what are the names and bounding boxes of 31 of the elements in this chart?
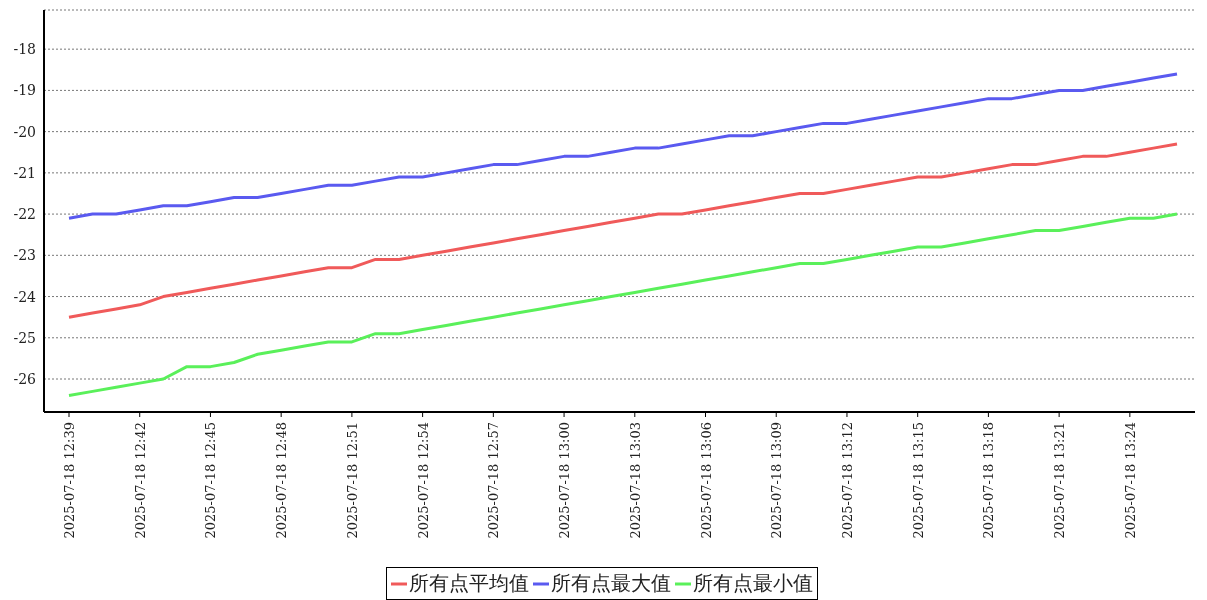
legend-label: 所有点平均值 (408, 570, 529, 597)
line-series (67, 212, 1179, 398)
x-tick-label: 2025-07-18 13:24 (1122, 422, 1138, 539)
y-tick-label: -23 (13, 247, 36, 264)
y-tick-label: -25 (13, 329, 36, 346)
x-tick-label: 2025-07-18 13:12 (839, 422, 855, 539)
x-tick-label: 2025-07-18 13:15 (910, 422, 926, 539)
legend-label: 所有点最大值 (550, 570, 671, 597)
y-tick-label: -22 (13, 206, 36, 223)
x-tick-label: 2025-07-18 12:45 (203, 422, 219, 539)
x-tick-label: 2025-07-18 13:06 (698, 422, 714, 539)
x-tick-label: 2025-07-18 13:03 (627, 422, 643, 539)
x-tick-label: 2025-07-18 12:48 (274, 422, 290, 539)
line-series (67, 72, 1179, 220)
x-tick-label: 2025-07-18 13:21 (1052, 422, 1068, 539)
y-tick-label: -21 (13, 164, 36, 181)
y-tick-label: -24 (13, 288, 37, 305)
y-tick-label: -20 (13, 123, 36, 140)
x-tick-label: 2025-07-18 12:51 (344, 422, 360, 539)
x-tick-label: 2025-07-18 12:57 (486, 422, 502, 539)
x-tick-label: 2025-07-18 13:00 (557, 422, 573, 539)
x-tick-label: 2025-07-18 12:42 (132, 422, 148, 539)
line-series (67, 142, 1179, 319)
x-tick-label: 2025-07-18 13:09 (769, 422, 785, 539)
x-tick-label: 2025-07-18 12:54 (415, 422, 431, 539)
y-tick-label: -18 (13, 41, 36, 58)
x-tick-label: 2025-07-18 12:39 (62, 422, 77, 539)
y-tick-label: -19 (13, 82, 36, 99)
y-tick-label: -26 (13, 370, 37, 387)
x-tick-label: 2025-07-18 13:18 (981, 422, 997, 539)
legend-label: 所有点最小值 (692, 570, 813, 597)
